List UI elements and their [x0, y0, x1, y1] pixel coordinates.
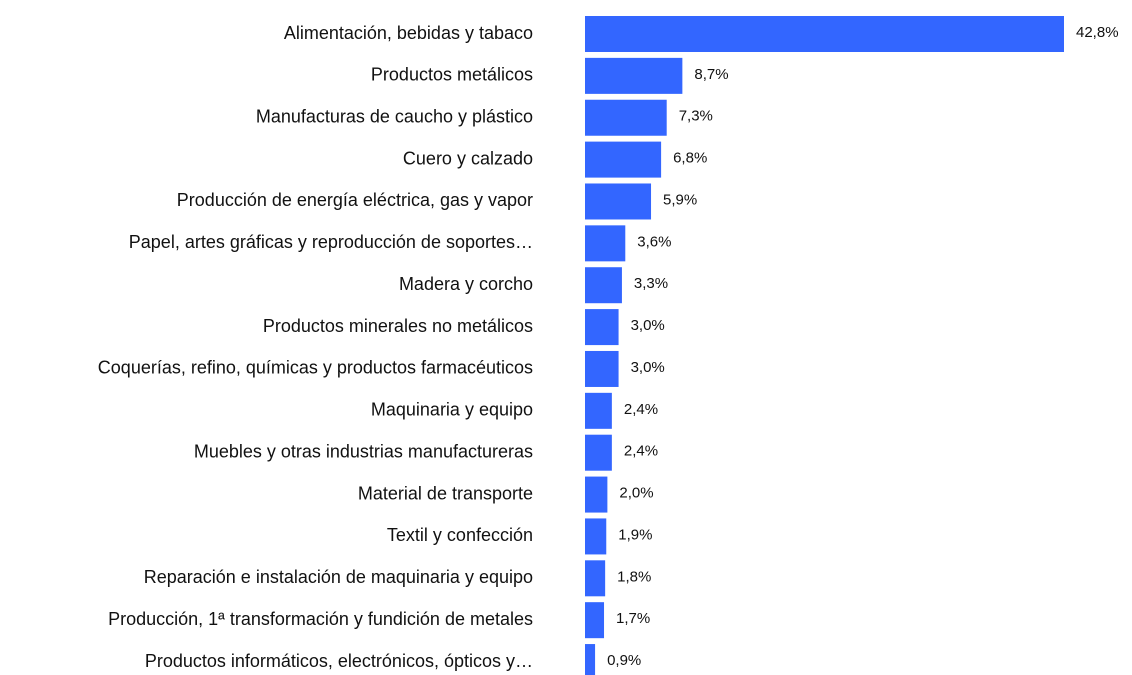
bar — [585, 141, 662, 178]
category-label: Cuero y calzado — [403, 148, 533, 168]
bar — [585, 476, 608, 513]
bar — [585, 392, 612, 429]
category-label: Muebles y otras industrias manufacturera… — [194, 441, 533, 461]
value-label: 2,4% — [624, 443, 658, 460]
value-label: 1,8% — [617, 568, 651, 585]
value-label: 42,8% — [1076, 24, 1119, 41]
category-label: Coquerías, refino, químicas y productos … — [98, 358, 533, 378]
category-label: Material de transporte — [358, 483, 533, 503]
bar — [585, 518, 607, 555]
value-label: 0,9% — [607, 652, 641, 669]
category-label: Productos informáticos, electrónicos, óp… — [145, 651, 533, 671]
bar — [585, 225, 626, 262]
category-label: Producción, 1ª transformación y fundició… — [108, 609, 533, 629]
value-label: 1,7% — [616, 610, 650, 627]
value-label: 2,0% — [619, 485, 653, 502]
bar — [585, 350, 619, 387]
category-label: Reparación e instalación de maquinaria y… — [144, 567, 533, 587]
bar — [585, 434, 612, 471]
value-label: 7,3% — [679, 108, 713, 125]
value-label: 2,4% — [624, 401, 658, 418]
bar — [585, 183, 652, 220]
value-label: 3,3% — [634, 275, 668, 292]
category-label: Manufacturas de caucho y plástico — [256, 106, 533, 126]
value-label: 1,9% — [618, 526, 652, 543]
bar — [585, 309, 619, 346]
bar — [585, 644, 596, 675]
value-label: 5,9% — [663, 191, 697, 208]
category-label: Productos metálicos — [371, 65, 533, 85]
value-label: 3,6% — [637, 233, 671, 250]
value-label: 3,0% — [631, 317, 665, 334]
category-label: Alimentación, bebidas y tabaco — [284, 23, 533, 43]
category-label: Papel, artes gráficas y reproducción de … — [129, 232, 533, 252]
bar — [585, 560, 606, 597]
category-label: Producción de energía eléctrica, gas y v… — [177, 190, 533, 210]
value-label: 8,7% — [694, 66, 728, 83]
category-label: Madera y corcho — [399, 274, 533, 294]
category-label: Textil y confección — [387, 525, 533, 545]
value-label: 3,0% — [631, 359, 665, 376]
value-label: 6,8% — [673, 150, 707, 167]
bar — [585, 16, 1064, 52]
bar — [585, 99, 667, 136]
category-label: Productos minerales no metálicos — [263, 316, 533, 336]
bar — [585, 602, 605, 639]
bar — [585, 57, 683, 94]
bar — [585, 267, 622, 304]
category-label: Maquinaria y equipo — [371, 400, 533, 420]
